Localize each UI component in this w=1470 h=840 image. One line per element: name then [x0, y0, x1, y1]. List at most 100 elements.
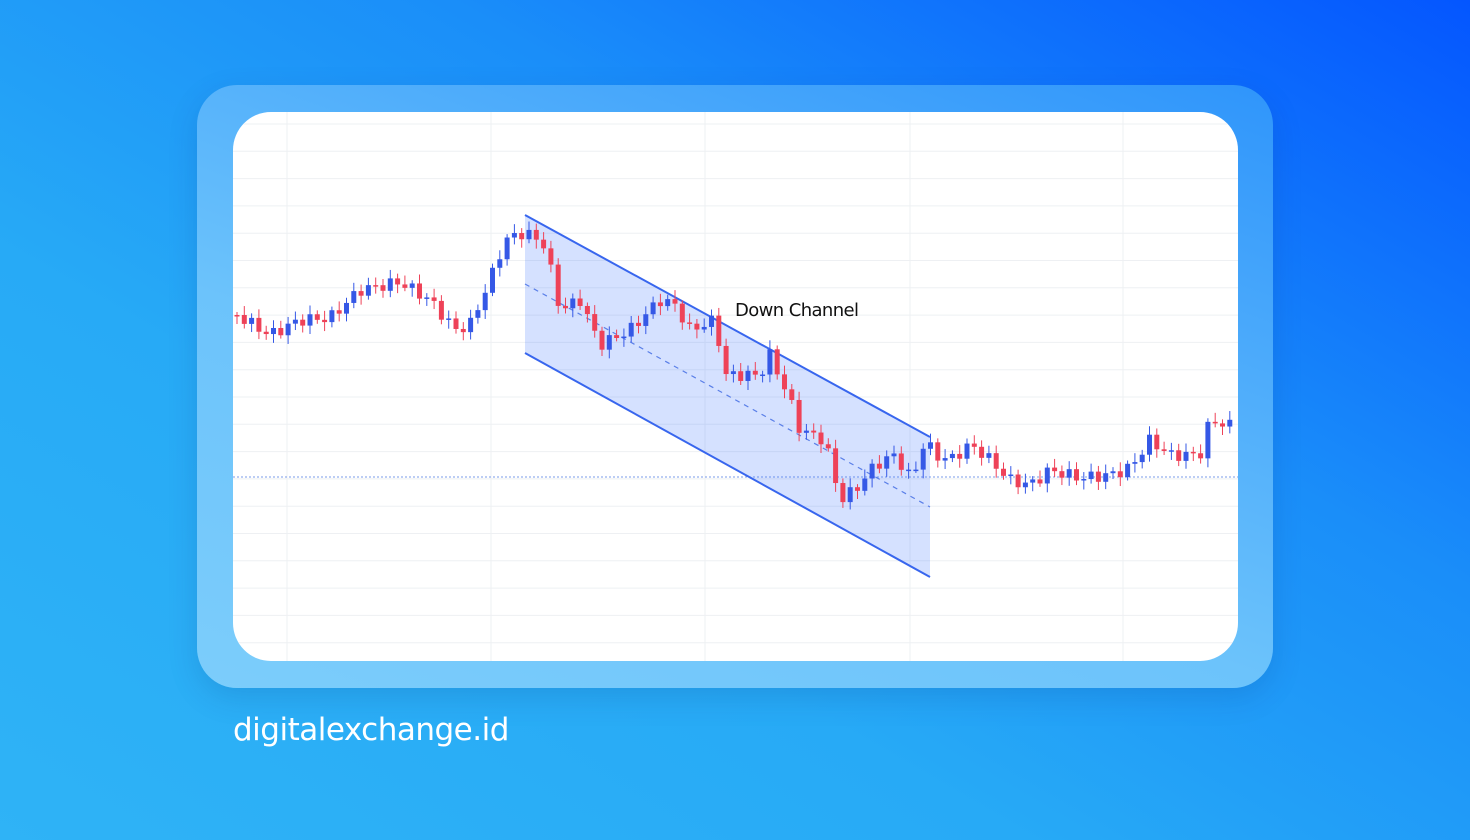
candle-body — [928, 442, 933, 449]
candle-body — [1052, 467, 1058, 472]
brand: digitalexchange.id — [233, 712, 509, 748]
candle-body — [1132, 462, 1138, 464]
candle-body — [716, 315, 722, 346]
candle-body — [1183, 451, 1189, 461]
annotation: Down Channel — [735, 300, 858, 321]
candle-body — [307, 314, 313, 326]
card: Down Channel — [197, 85, 1273, 688]
channel-upper — [524, 214, 931, 438]
candle-body — [504, 237, 510, 260]
candle-body — [891, 453, 897, 457]
chart-panel: Down Channel — [233, 112, 1238, 661]
candle-body — [1066, 469, 1072, 478]
candle-body — [760, 374, 766, 377]
candle-body — [1168, 450, 1174, 452]
candle-body — [1095, 471, 1101, 482]
candle-body — [263, 331, 269, 335]
candle-body — [395, 278, 401, 285]
channel-mid — [524, 283, 931, 508]
candle-body — [957, 453, 963, 459]
candle-body — [387, 278, 393, 291]
candle-body — [614, 335, 620, 339]
candle-body — [1074, 469, 1079, 481]
candle-body — [949, 453, 955, 459]
candle-body — [241, 315, 247, 324]
grid — [233, 112, 1238, 661]
candle-body — [1139, 454, 1145, 463]
candle-body — [278, 327, 284, 336]
candle-body — [986, 453, 992, 458]
candle-body — [935, 442, 941, 461]
candle-body — [1022, 482, 1028, 488]
candle-body — [906, 469, 912, 472]
candle-body — [803, 430, 809, 433]
candle-body — [636, 322, 641, 326]
candle-body — [898, 453, 904, 470]
candle-body — [855, 487, 860, 491]
candle-body — [869, 463, 875, 479]
candle-body — [1212, 421, 1218, 424]
candle-body — [373, 285, 379, 287]
candle-body — [1117, 471, 1123, 478]
candle-body — [1110, 471, 1116, 474]
candle-body — [519, 233, 525, 240]
candle-body — [767, 349, 773, 375]
candle-body — [971, 443, 977, 447]
candle-body — [417, 283, 422, 299]
candle-body — [1081, 479, 1087, 481]
candle-body — [497, 259, 503, 268]
candle-body — [285, 323, 291, 336]
candle-body — [1015, 474, 1021, 488]
candle-body — [643, 314, 649, 326]
candle-body — [329, 310, 335, 323]
candle-body — [555, 264, 561, 306]
candle-body — [468, 317, 474, 333]
candle-body — [1037, 479, 1043, 484]
candle-body — [541, 239, 547, 249]
candle-body — [840, 483, 846, 503]
candle-body — [292, 319, 298, 324]
candle-body — [322, 319, 328, 323]
candle-body — [796, 399, 802, 433]
candle-body — [1044, 467, 1050, 484]
candle-body — [723, 345, 729, 375]
candle-body — [672, 299, 678, 304]
candle-body — [606, 335, 612, 350]
candle-body — [1198, 453, 1204, 459]
candle-body — [584, 305, 590, 315]
candle-body — [1008, 474, 1014, 477]
candle-body — [1125, 463, 1131, 478]
candle-body — [1176, 450, 1182, 461]
candle-body — [818, 432, 824, 445]
candle-body — [1205, 421, 1211, 459]
channel-lower — [524, 352, 931, 578]
candle-body — [738, 371, 744, 381]
candle-body — [913, 469, 919, 472]
candle-body — [1088, 471, 1094, 480]
candle-body — [365, 285, 371, 296]
candle-body — [621, 336, 627, 339]
candle-body — [344, 302, 349, 314]
candle-body — [351, 291, 357, 303]
candle-body — [730, 371, 736, 375]
candles — [234, 221, 1233, 510]
candle-body — [482, 292, 488, 311]
candle-body — [446, 318, 452, 320]
candle-body — [752, 370, 758, 375]
candle-body — [942, 458, 948, 461]
candle-body — [380, 285, 386, 291]
candle-body — [1190, 451, 1196, 454]
candle-body — [300, 319, 306, 326]
candle-body — [679, 303, 685, 323]
candle-body — [234, 315, 240, 317]
candle-body — [825, 444, 831, 449]
candle-body — [424, 297, 430, 299]
candle-body — [709, 315, 714, 327]
candle-body — [256, 317, 262, 332]
candle-body — [694, 323, 700, 330]
candle-body — [789, 389, 795, 400]
candle-body — [336, 310, 342, 314]
candle-body — [1001, 468, 1006, 476]
candle-body — [650, 302, 656, 315]
